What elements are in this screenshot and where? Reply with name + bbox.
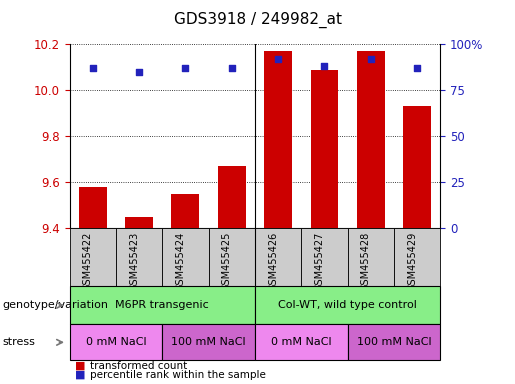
Bar: [357, 51, 385, 228]
Text: GSM455424: GSM455424: [176, 231, 185, 291]
Bar: [79, 187, 107, 228]
FancyBboxPatch shape: [255, 324, 348, 360]
Text: 100 mM NaCl: 100 mM NaCl: [357, 337, 431, 348]
Point: [367, 56, 375, 62]
Bar: [171, 194, 199, 228]
Point: [274, 56, 282, 62]
Text: GSM455423: GSM455423: [129, 231, 139, 291]
Bar: [403, 106, 431, 228]
Point: [320, 63, 329, 70]
FancyBboxPatch shape: [70, 324, 162, 360]
FancyBboxPatch shape: [70, 228, 116, 286]
Text: ■: ■: [75, 369, 85, 379]
FancyBboxPatch shape: [255, 228, 301, 286]
Bar: [125, 217, 153, 228]
Text: 100 mM NaCl: 100 mM NaCl: [171, 337, 246, 348]
Text: percentile rank within the sample: percentile rank within the sample: [90, 369, 266, 379]
FancyBboxPatch shape: [348, 228, 394, 286]
FancyBboxPatch shape: [301, 228, 348, 286]
Text: ■: ■: [75, 361, 85, 371]
Text: 0 mM NaCl: 0 mM NaCl: [271, 337, 332, 348]
Text: GSM455422: GSM455422: [83, 231, 93, 291]
Text: GSM455426: GSM455426: [268, 231, 278, 291]
Text: GSM455427: GSM455427: [315, 231, 324, 291]
FancyBboxPatch shape: [162, 324, 255, 360]
Text: Col-WT, wild type control: Col-WT, wild type control: [278, 300, 417, 310]
Point: [89, 65, 97, 71]
Text: GSM455428: GSM455428: [361, 231, 371, 291]
Bar: [311, 70, 338, 228]
Point: [135, 69, 143, 75]
Bar: [218, 166, 246, 228]
Text: transformed count: transformed count: [90, 361, 187, 371]
FancyBboxPatch shape: [394, 228, 440, 286]
FancyBboxPatch shape: [162, 228, 209, 286]
FancyBboxPatch shape: [209, 228, 255, 286]
Text: genotype/variation: genotype/variation: [3, 300, 109, 310]
Text: 0 mM NaCl: 0 mM NaCl: [85, 337, 146, 348]
Text: M6PR transgenic: M6PR transgenic: [115, 300, 209, 310]
FancyBboxPatch shape: [348, 324, 440, 360]
Point: [413, 65, 421, 71]
Text: stress: stress: [3, 337, 36, 348]
Text: GDS3918 / 249982_at: GDS3918 / 249982_at: [174, 12, 341, 28]
FancyBboxPatch shape: [70, 286, 255, 324]
Text: GSM455425: GSM455425: [222, 231, 232, 291]
FancyBboxPatch shape: [116, 228, 162, 286]
Text: GSM455429: GSM455429: [407, 231, 417, 291]
Bar: [264, 51, 292, 228]
FancyBboxPatch shape: [255, 286, 440, 324]
Point: [181, 65, 190, 71]
Point: [228, 65, 236, 71]
